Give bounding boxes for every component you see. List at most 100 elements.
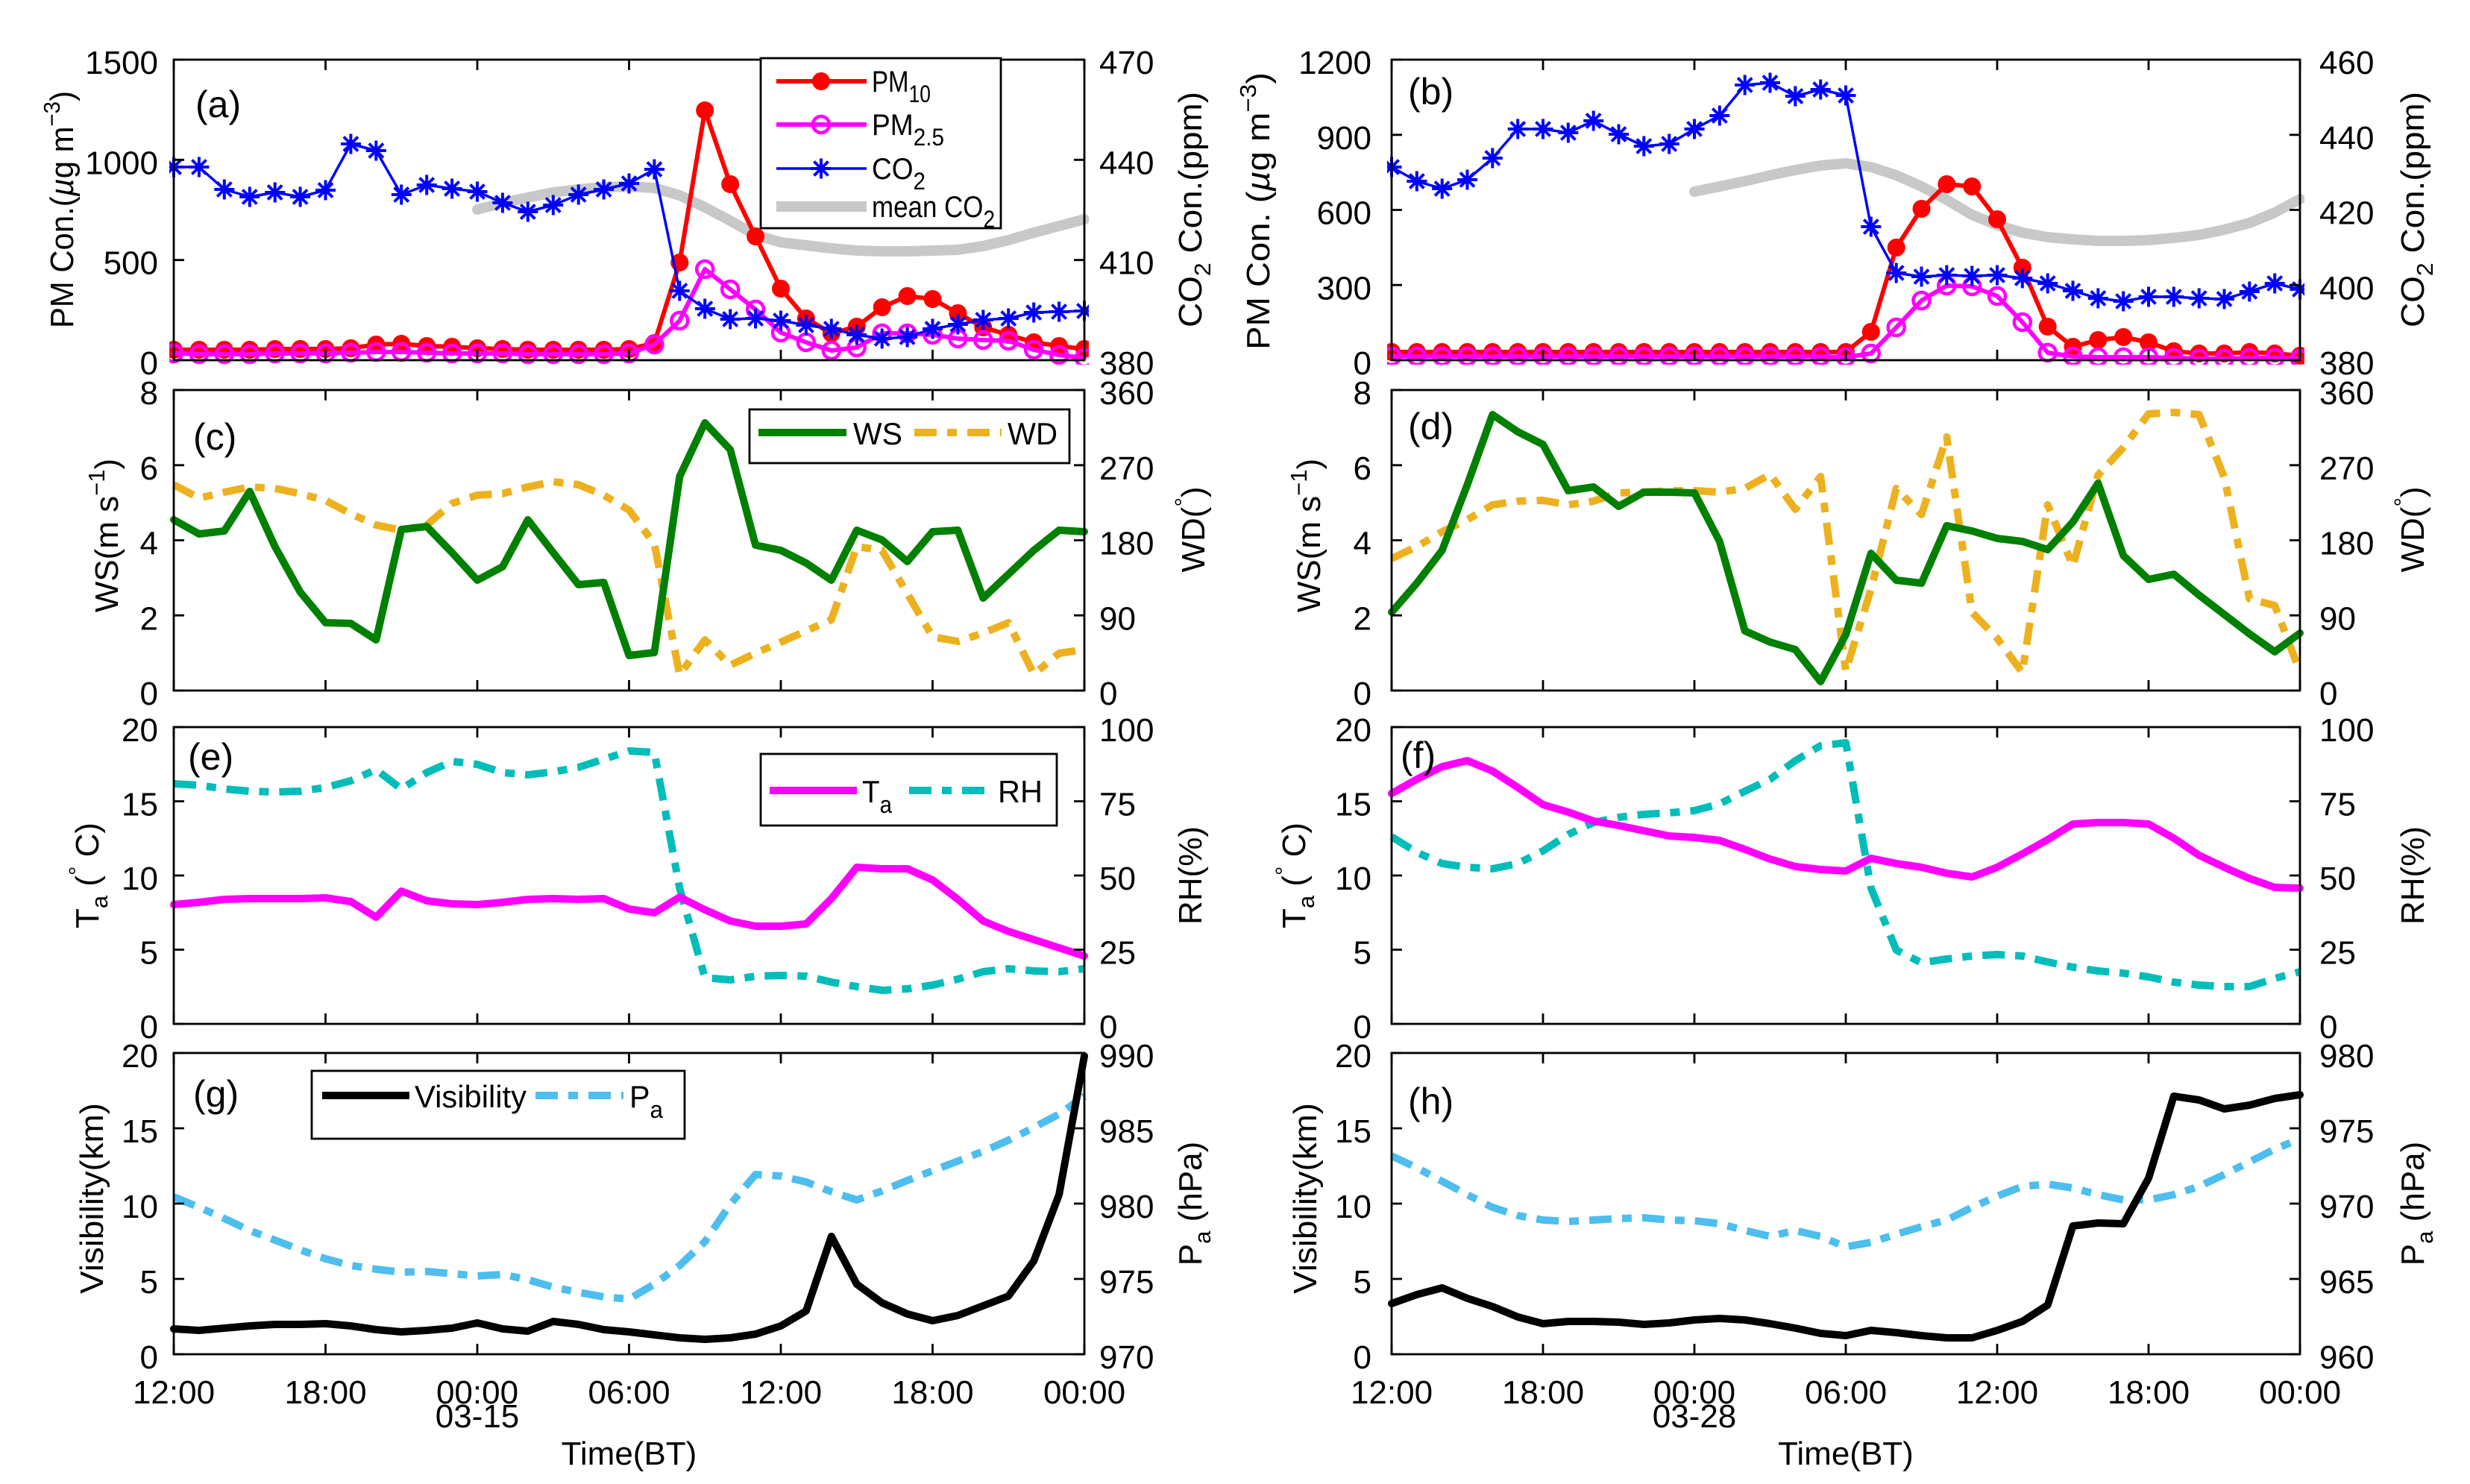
svg-text:0: 0: [1354, 345, 1371, 382]
svg-text:(a): (a): [195, 84, 241, 125]
svg-text:965: 965: [2319, 1264, 2374, 1301]
svg-text:Pa (hPa): Pa (hPa): [1172, 1142, 1216, 1266]
svg-text:25: 25: [2319, 935, 2356, 972]
svg-text:0: 0: [1354, 1009, 1371, 1046]
svg-text:20: 20: [1335, 1038, 1371, 1075]
svg-text:90: 90: [2319, 600, 2356, 637]
svg-text:960: 960: [2319, 1339, 2374, 1376]
svg-text:25: 25: [1099, 935, 1136, 972]
svg-text:5: 5: [140, 1264, 158, 1301]
svg-text:0: 0: [1099, 1009, 1117, 1046]
svg-text:270: 270: [1099, 450, 1154, 487]
svg-text:410: 410: [1099, 245, 1154, 282]
svg-text:5: 5: [1354, 1264, 1371, 1301]
svg-text:1000: 1000: [85, 145, 158, 181]
svg-text:10: 10: [122, 861, 158, 897]
svg-text:(h): (h): [1408, 1081, 1454, 1122]
svg-text:100: 100: [2319, 712, 2374, 749]
svg-text:RH(%): RH(%): [2395, 826, 2431, 925]
svg-text:5: 5: [140, 935, 158, 972]
svg-text:975: 975: [1099, 1264, 1154, 1301]
svg-text:5: 5: [1354, 935, 1371, 972]
svg-text:90: 90: [1099, 600, 1136, 637]
svg-text:12:00: 12:00: [1956, 1374, 2038, 1411]
svg-text:50: 50: [1099, 861, 1136, 897]
svg-text:50: 50: [2319, 861, 2356, 897]
svg-text:0: 0: [1354, 1339, 1371, 1376]
svg-text:980: 980: [2319, 1038, 2374, 1075]
svg-text:1500: 1500: [85, 45, 158, 81]
svg-text:Ta (° C): Ta (° C): [1271, 823, 1319, 928]
svg-text:03-15: 03-15: [436, 1398, 520, 1435]
svg-text:4: 4: [1354, 526, 1371, 562]
svg-text:100: 100: [1099, 712, 1154, 749]
svg-text:06:00: 06:00: [588, 1374, 670, 1411]
svg-text:0: 0: [2319, 676, 2337, 712]
svg-text:2: 2: [140, 600, 158, 637]
svg-text:Visibility: Visibility: [415, 1079, 527, 1114]
svg-text:00:00: 00:00: [436, 1374, 518, 1411]
svg-text:RH: RH: [998, 774, 1043, 809]
svg-text:10: 10: [122, 1189, 158, 1225]
svg-text:180: 180: [1099, 526, 1154, 562]
svg-text:(e): (e): [188, 736, 233, 778]
svg-text:600: 600: [1317, 195, 1371, 232]
svg-text:6: 6: [1354, 450, 1371, 487]
svg-text:00:00: 00:00: [1653, 1374, 1735, 1411]
svg-text:360: 360: [1099, 375, 1154, 412]
svg-text:Pa (hPa): Pa (hPa): [2395, 1142, 2438, 1266]
svg-text:Time(BT): Time(BT): [1778, 1436, 1914, 1472]
svg-text:380: 380: [1099, 345, 1154, 382]
svg-text:Visibility(km): Visibility(km): [1287, 1103, 1324, 1294]
svg-text:0: 0: [140, 1339, 158, 1376]
svg-text:460: 460: [2319, 45, 2374, 81]
svg-text:10: 10: [1335, 1189, 1371, 1225]
svg-text:20: 20: [1335, 712, 1371, 749]
svg-text:8: 8: [1354, 375, 1371, 412]
svg-text:420: 420: [2319, 195, 2374, 232]
svg-text:12:00: 12:00: [1351, 1374, 1433, 1411]
svg-text:(b): (b): [1408, 71, 1454, 113]
svg-text:440: 440: [2319, 120, 2374, 157]
svg-text:20: 20: [122, 712, 158, 749]
svg-text:180: 180: [2319, 526, 2374, 562]
svg-text:Time(BT): Time(BT): [562, 1436, 697, 1472]
svg-text:(c): (c): [193, 416, 236, 458]
svg-text:975: 975: [2319, 1113, 2374, 1150]
svg-text:15: 15: [122, 1113, 158, 1150]
svg-text:500: 500: [104, 245, 158, 282]
svg-text:0: 0: [140, 676, 158, 712]
svg-text:20: 20: [122, 1038, 158, 1075]
svg-text:970: 970: [1099, 1339, 1154, 1376]
svg-text:360: 360: [2319, 375, 2374, 412]
svg-text:470: 470: [1099, 45, 1154, 81]
svg-text:1200: 1200: [1298, 45, 1371, 81]
svg-text:12:00: 12:00: [740, 1374, 822, 1411]
svg-text:15: 15: [1335, 1113, 1371, 1150]
svg-text:2: 2: [1354, 600, 1371, 637]
svg-text:12:00: 12:00: [133, 1374, 215, 1411]
svg-text:900: 900: [1317, 120, 1371, 157]
svg-text:300: 300: [1317, 270, 1371, 306]
svg-text:WS(m s−1): WS(m s−1): [1286, 459, 1327, 612]
svg-text:985: 985: [1099, 1113, 1154, 1150]
svg-text:18:00: 18:00: [1502, 1374, 1584, 1411]
svg-text:18:00: 18:00: [891, 1374, 973, 1411]
svg-text:10: 10: [1335, 861, 1371, 897]
svg-text:980: 980: [1099, 1189, 1154, 1225]
svg-text:18:00: 18:00: [2108, 1374, 2190, 1411]
svg-text:0: 0: [140, 1009, 158, 1046]
svg-text:(f): (f): [1401, 735, 1436, 776]
svg-text:0: 0: [140, 345, 158, 382]
svg-text:0: 0: [1099, 676, 1117, 712]
svg-text:990: 990: [1099, 1038, 1154, 1075]
svg-text:380: 380: [2319, 345, 2374, 382]
svg-text:970: 970: [2319, 1189, 2374, 1225]
svg-text:CO2 Con.(ppm): CO2 Con.(ppm): [2395, 92, 2438, 327]
svg-text:00:00: 00:00: [1043, 1374, 1125, 1411]
svg-text:RH(%): RH(%): [1172, 826, 1209, 925]
svg-text:PM Con.(µg m−3): PM Con.(µg m−3): [39, 91, 81, 328]
svg-text:6: 6: [140, 450, 158, 487]
svg-text:0: 0: [2319, 1009, 2337, 1046]
svg-text:18:00: 18:00: [284, 1374, 366, 1411]
